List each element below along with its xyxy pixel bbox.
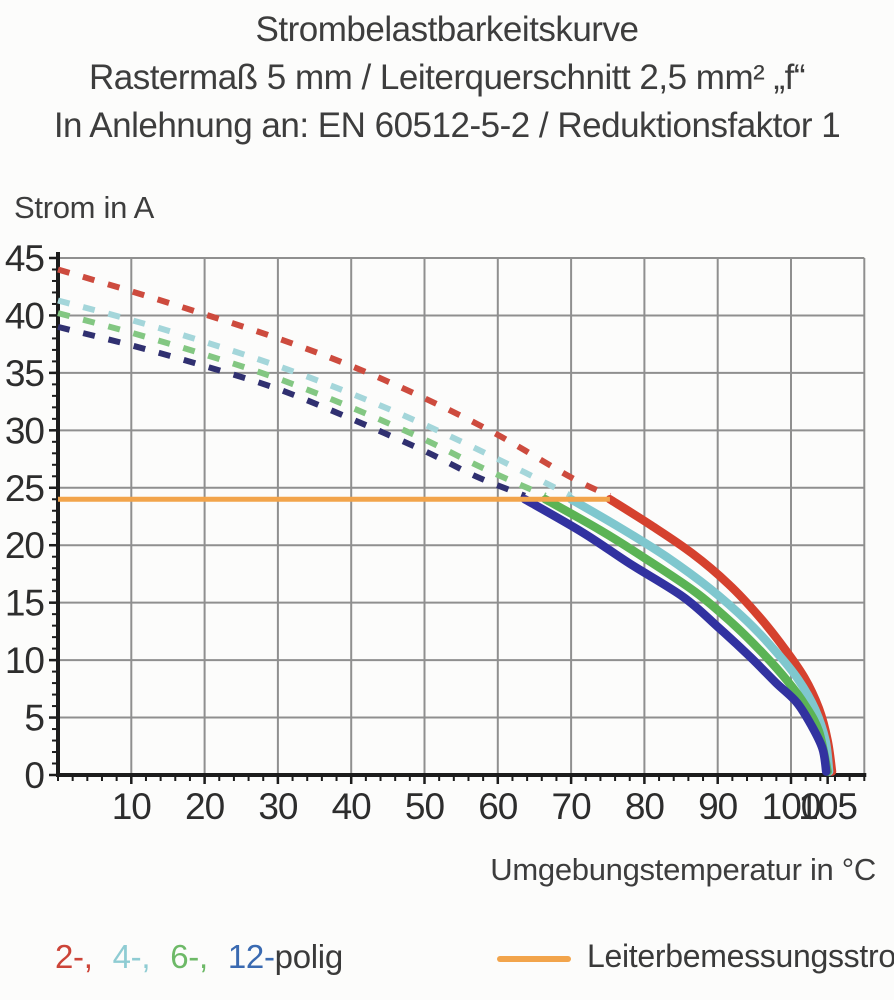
chart-title-line2: Rastermaß 5 mm / Leiterquerschnitt 2,5 m… <box>88 58 806 97</box>
legend-item-12-polig: 12- polig <box>228 938 343 976</box>
x-tick-label: 10 <box>112 786 152 827</box>
legend-polig-suffix: polig <box>274 938 344 975</box>
y-tick-label: 45 <box>5 238 45 279</box>
x-tick-label: 70 <box>552 786 592 827</box>
x-tick-label: 60 <box>478 786 518 827</box>
legend-item-6-polig: 6-, <box>170 938 208 975</box>
x-axis-title: Umgebungstemperatur in °C <box>490 852 876 887</box>
legend-item-12-number: 12- <box>227 938 275 975</box>
y-tick-label: 40 <box>5 295 45 336</box>
x-tick-label: 40 <box>332 786 372 827</box>
curve-4-polig-solid <box>566 495 834 776</box>
curve-2-polig-dashed <box>57 266 612 499</box>
rated-current-line-swatch <box>497 955 571 962</box>
rated-current-label: Leiterbemessungsstrom <box>587 938 894 974</box>
x-tick-label: 50 <box>405 786 445 827</box>
legend-item-4-polig: 4-, <box>112 938 151 975</box>
curve-6-polig-dashed <box>57 310 547 499</box>
legend-pole-counts: 2-, 4-, 6-, 12- polig <box>55 938 343 976</box>
curve-4-polig-dashed <box>57 297 573 499</box>
y-tick-label: 0 <box>24 755 44 796</box>
chart-title-block: Strombelastbarkeitskurve Rastermaß 5 mm … <box>0 6 894 150</box>
curve-6-polig-solid <box>541 495 832 776</box>
y-tick-label: 35 <box>5 353 45 394</box>
x-tick-label: 20 <box>185 786 225 827</box>
y-tick-label: 5 <box>24 698 44 739</box>
chart-title-line3: In Anlehnung an: EN 60512-5-2 / Reduktio… <box>53 106 841 145</box>
x-tick-label: 30 <box>258 786 298 827</box>
x-tick-label: 80 <box>625 786 665 827</box>
y-axis-title: Strom in A <box>14 190 154 225</box>
chart-title-line1: Strombelastbarkeitskurve <box>255 10 639 49</box>
x-tick-label: 100 <box>762 786 821 827</box>
y-tick-label: 20 <box>5 525 45 566</box>
legend-item-2-polig: 2-, <box>55 938 93 975</box>
x-tick-label: 90 <box>698 786 738 827</box>
curve-12-polig-dashed <box>57 323 526 499</box>
y-tick-label: 25 <box>5 468 45 509</box>
y-tick-label: 30 <box>5 410 45 451</box>
y-tick-label: 10 <box>5 640 45 681</box>
curve-12-polig-solid <box>520 495 831 776</box>
legend-rated-current: Leiterbemessungsstrom <box>497 938 894 975</box>
x-tick-label: 105 <box>798 786 857 827</box>
y-tick-label: 15 <box>5 583 45 624</box>
